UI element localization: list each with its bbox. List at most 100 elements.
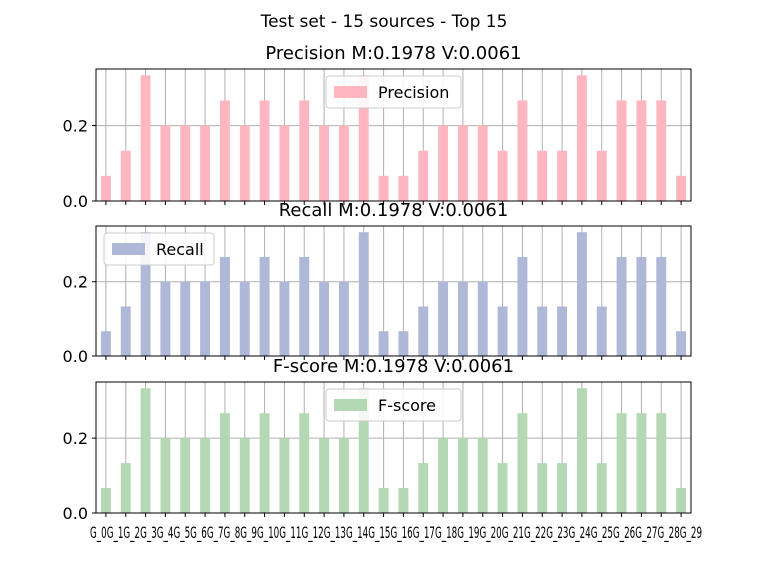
bar: [140, 75, 151, 201]
bar: [140, 232, 151, 356]
bar: [299, 100, 310, 201]
bar: [418, 306, 429, 356]
bar: [120, 463, 131, 513]
bar: [596, 463, 607, 513]
y-tick-label: 0.2: [63, 273, 88, 292]
bar: [338, 438, 349, 513]
bar: [537, 306, 548, 356]
bar: [180, 125, 191, 201]
subplot-title: Recall M:0.1978 V:0.0061: [279, 200, 509, 221]
bar: [120, 306, 131, 356]
bar: [477, 281, 488, 356]
bar: [180, 281, 191, 356]
bar: [259, 413, 270, 513]
bar: [438, 438, 449, 513]
bar: [636, 256, 647, 356]
y-tick-label: 0.0: [63, 192, 88, 211]
subplots: 0.0 0.2 Precision M:0.1978 V:0.0061 Precisi…: [63, 43, 692, 523]
bar: [537, 463, 548, 513]
bar: [319, 438, 330, 513]
bar: [219, 256, 230, 356]
bar: [497, 150, 508, 201]
bar: [656, 256, 667, 356]
bar: [100, 488, 111, 513]
bar: [160, 438, 171, 513]
bar: [219, 100, 230, 201]
x-tick-labels: G_0G_1G_2G_3G_4G_5G_6G_7G_8G_9G_10G_11G_…: [90, 523, 702, 543]
legend-swatch: [112, 243, 145, 255]
bar: [100, 175, 111, 201]
subplot-0: 0.0 0.2 Precision M:0.1978 V:0.0061 Precisi…: [63, 43, 692, 211]
legend-box: [103, 232, 215, 266]
axes-frame: [95, 68, 692, 202]
bar: [457, 125, 468, 201]
bar: [378, 488, 389, 513]
legend-swatch: [334, 399, 367, 411]
y-tick-label: 0.2: [63, 429, 88, 448]
legend: F-score: [325, 388, 462, 422]
bar: [616, 256, 627, 356]
bar: [100, 331, 111, 356]
bar: [537, 150, 548, 201]
bar: [239, 125, 250, 201]
bar: [576, 75, 587, 201]
bar: [616, 413, 627, 513]
legend-swatch: [334, 86, 367, 98]
bar: [517, 413, 528, 513]
bar: [200, 125, 211, 201]
bar: [398, 175, 409, 201]
bar: [378, 175, 389, 201]
legend-label: Recall: [156, 240, 204, 259]
bar: [656, 100, 667, 201]
bar: [180, 438, 191, 513]
legend-box: [325, 75, 462, 109]
bar: [338, 281, 349, 356]
bar: [596, 150, 607, 201]
bar: [358, 388, 369, 513]
bar: [557, 463, 568, 513]
bar: [418, 150, 429, 201]
bar: [477, 125, 488, 201]
bar: [299, 256, 310, 356]
bar: [239, 438, 250, 513]
bar: [398, 488, 409, 513]
bar: [200, 438, 211, 513]
bar: [200, 281, 211, 356]
bar: [676, 488, 687, 513]
bar: [279, 438, 290, 513]
bar: [239, 281, 250, 356]
bar: [358, 232, 369, 356]
bar: [319, 281, 330, 356]
bar: [636, 413, 647, 513]
bar: [517, 100, 528, 201]
legend-label: F-score: [378, 396, 436, 415]
bar: [338, 125, 349, 201]
bar: [160, 125, 171, 201]
bar: [557, 306, 568, 356]
bar: [656, 413, 667, 513]
y-tick-label: 0.0: [63, 504, 88, 523]
bar: [517, 256, 528, 356]
bar: [576, 388, 587, 513]
bar: [557, 150, 568, 201]
subplot-title: Precision M:0.1978 V:0.0061: [265, 43, 521, 64]
bar: [398, 331, 409, 356]
bar: [140, 388, 151, 513]
bar: [438, 281, 449, 356]
bar: [418, 463, 429, 513]
bar: [438, 125, 449, 201]
legend-label: Precision: [378, 83, 449, 102]
bar: [596, 306, 607, 356]
subplot-2: 0.0 0.2 F-score M:0.1978 V:0.0061 F-score: [63, 356, 692, 523]
y-tick-label: 0.2: [63, 117, 88, 136]
axes-frame: [95, 381, 692, 514]
legend: Precision: [325, 75, 462, 109]
bar: [279, 125, 290, 201]
legend-box: [325, 388, 462, 422]
axes-frame: [95, 225, 692, 357]
bar: [299, 413, 310, 513]
bar: [120, 150, 131, 201]
bar: [259, 100, 270, 201]
bar: [160, 281, 171, 356]
